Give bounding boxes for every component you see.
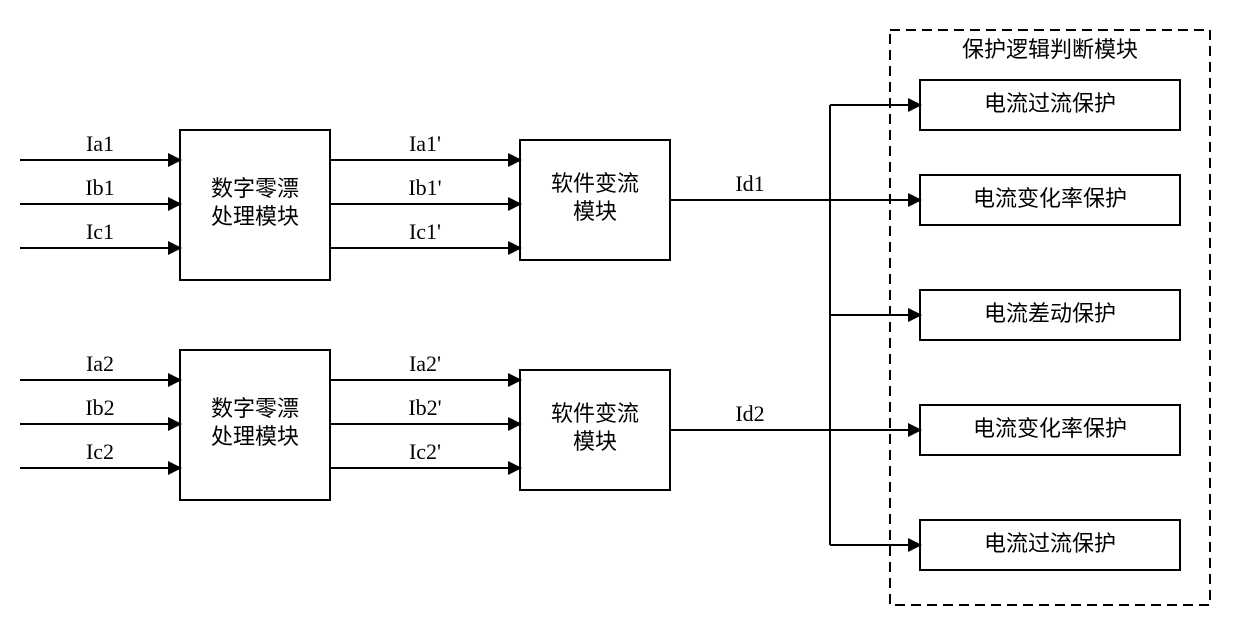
converter-module-top-line2: 模块 (573, 199, 617, 224)
input-label: Ib1 (85, 175, 114, 200)
logic-module-title: 保护逻辑判断模块 (962, 37, 1138, 62)
converter-module-top-line1: 软件变流 (551, 171, 639, 196)
id-label: Id2 (735, 401, 764, 426)
logic-box-label-0: 电流过流保护 (984, 91, 1116, 116)
input-label: Ic1 (86, 219, 114, 244)
input-label: Ib2 (85, 395, 114, 420)
drift-module-bottom-line2: 处理模块 (211, 424, 299, 449)
drift-module-top-line2: 处理模块 (211, 204, 299, 229)
block-diagram: Ia1Ib1Ic1Ia2Ib2Ic2数字零漂处理模块数字零漂处理模块Ia1'Ib… (0, 0, 1240, 636)
input-label: Ic1' (409, 219, 441, 244)
logic-box-label-1: 电流变化率保护 (973, 186, 1127, 211)
drift-module-bottom-line1: 数字零漂 (211, 396, 299, 421)
converter-module-bottom-line2: 模块 (573, 429, 617, 454)
logic-box-label-4: 电流过流保护 (984, 531, 1116, 556)
input-label: Ic2 (86, 439, 114, 464)
input-label: Ib2' (408, 395, 441, 420)
input-label: Ib1' (408, 175, 441, 200)
logic-box-label-3: 电流变化率保护 (973, 416, 1127, 441)
input-label: Ia1 (86, 131, 114, 156)
input-label: Ic2' (409, 439, 441, 464)
logic-box-label-2: 电流差动保护 (984, 301, 1116, 326)
drift-module-top-line1: 数字零漂 (211, 176, 299, 201)
input-label: Ia2' (409, 351, 441, 376)
input-label: Ia2 (86, 351, 114, 376)
input-label: Ia1' (409, 131, 441, 156)
converter-module-bottom-line1: 软件变流 (551, 401, 639, 426)
id-label: Id1 (735, 171, 764, 196)
